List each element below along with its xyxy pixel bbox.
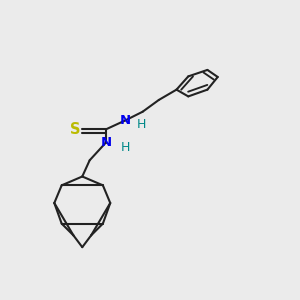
- Text: H: H: [136, 118, 146, 131]
- Text: S: S: [70, 122, 80, 137]
- Text: H: H: [120, 141, 130, 154]
- Text: N: N: [119, 114, 130, 127]
- Text: N: N: [100, 136, 111, 149]
